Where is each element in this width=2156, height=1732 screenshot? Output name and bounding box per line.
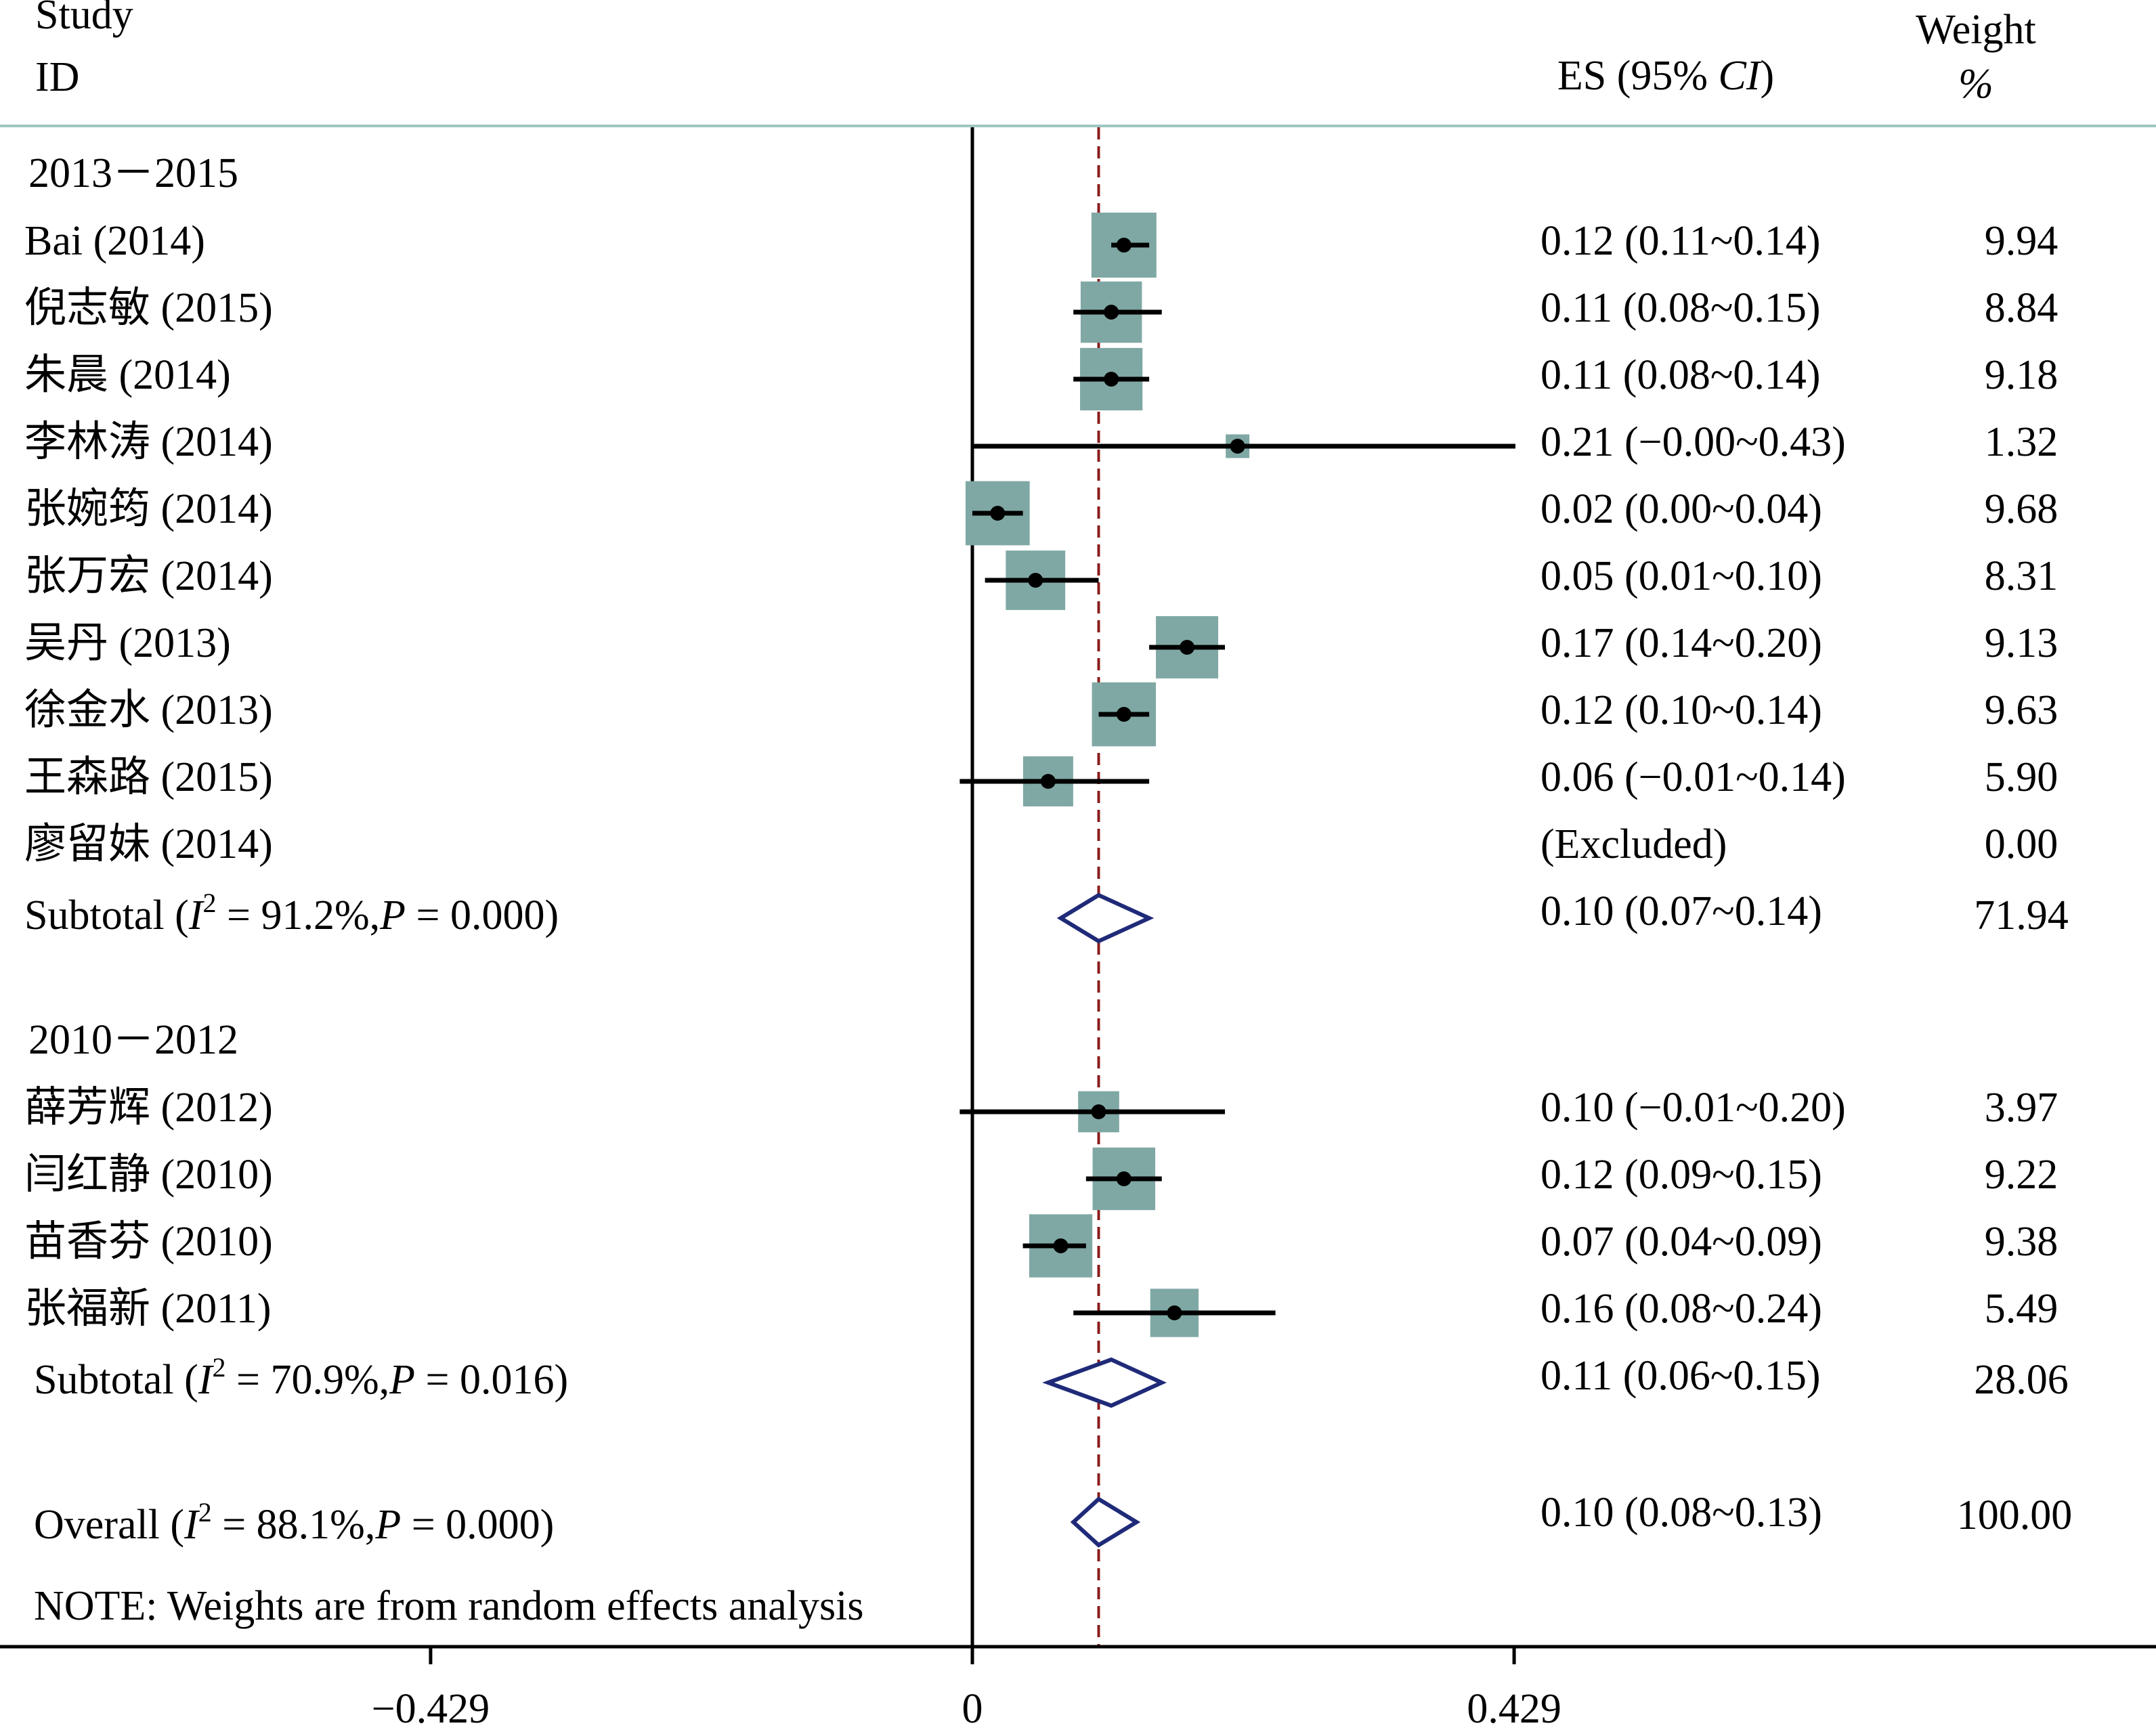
study-weight: 0.00 [1985,821,2058,867]
study-es-text: 0.07 (0.04~0.09) [1540,1219,1822,1265]
study-point [1230,439,1245,454]
study-point [1091,1104,1106,1119]
study-weight: 9.68 [1985,486,2058,532]
footnote: NOTE: Weights are from random effects an… [34,1583,863,1629]
subtotal-es-text: 0.11 (0.06~0.15) [1540,1353,1821,1399]
study-label: 廖留妹 (2014) [24,821,273,867]
study-es-text: 0.12 (0.11~0.14) [1540,218,1821,264]
study-weight: 9.18 [1985,352,2058,398]
study-point [1028,573,1043,588]
study-point [1116,238,1131,253]
study-label: 张万宏 (2014) [24,553,273,599]
study-label: 李林涛 (2014) [24,419,273,465]
study-es-text: 0.05 (0.01~0.10) [1540,553,1822,599]
study-point [1104,372,1119,387]
subtotal-diamond [1042,1357,1167,1408]
study-weight: 9.13 [1985,620,2058,666]
study-point [990,506,1006,521]
study-label: 闫红静 (2010) [24,1152,273,1198]
subtotal-label: Subtotal (I2 = 91.2%,P = 0.000) [24,888,559,938]
study-es-text: 0.17 (0.14~0.20) [1540,620,1822,666]
study-label: 苗香芬 (2010) [24,1219,273,1265]
study-point [1116,707,1131,722]
study-es-text: 0.06 (−0.01~0.14) [1540,754,1846,800]
study-label: 张福新 (2011) [24,1286,272,1332]
subtotal-weight: 71.94 [1974,892,2069,938]
header-es-label: ES (95% CI) [1557,53,1774,99]
subtotal-es-text: 0.10 (0.07~0.14) [1540,888,1822,934]
overall-diamond [1070,1496,1141,1548]
study-weight: 9.38 [1985,1219,2058,1265]
study-point [1040,774,1056,789]
study-label: 张婉筠 (2014) [24,486,273,532]
study-weight: 5.49 [1985,1286,2058,1332]
study-es-text: 0.11 (0.08~0.14) [1540,352,1821,398]
header-study-label: Study [35,0,133,38]
study-es-text: 0.10 (−0.01~0.20) [1540,1085,1846,1131]
study-point [1180,640,1195,655]
study-label: 吴丹 (2013) [24,620,231,666]
study-weight: 8.84 [1985,285,2058,331]
study-weight: 1.32 [1985,419,2058,465]
text-labels: Study ID ES (95% CI) Weight% −0.429 0 0.429 201… [24,0,2072,1732]
subtotal-label: Subtotal (I2 = 70.9%,P = 0.016) [34,1352,568,1403]
study-es-text: 0.02 (0.00~0.04) [1540,486,1822,532]
header-weight-percent: % [1958,61,1993,107]
study-label: 倪志敏 (2015) [24,285,273,331]
study-es-text: 0.21 (−0.00~0.43) [1540,419,1846,465]
study-es-text: 0.12 (0.09~0.15) [1540,1152,1822,1198]
study-weight: 9.22 [1985,1152,2058,1198]
study-weight: 9.63 [1985,687,2058,733]
overall-weight: 100.00 [1957,1492,2073,1538]
study-point [1116,1171,1131,1186]
study-point [1167,1305,1182,1320]
study-label: Bai (2014) [24,218,205,264]
subtotal-weight: 28.06 [1974,1357,2069,1403]
study-point [1104,305,1119,320]
study-label: 王森路 (2015) [24,754,273,800]
group-heading: 2013－2015 [28,150,238,196]
study-es-text: 0.12 (0.10~0.14) [1540,687,1822,733]
x-axis-tick-label: −0.429 [372,1686,490,1732]
data-marks [960,213,1515,1548]
study-weight: 8.31 [1985,553,2058,599]
study-point [1053,1238,1069,1253]
study-es-text: 0.11 (0.08~0.15) [1540,285,1821,331]
header-weight-label: Weight [1916,7,2036,53]
header-id-label: ID [35,54,79,100]
study-es-text: 0.16 (0.08~0.24) [1540,1286,1822,1332]
study-weight: 5.90 [1985,754,2058,800]
study-label: 徐金水 (2013) [24,687,273,733]
study-es-text: (Excluded) [1540,821,1727,867]
overall-label: Overall (I2 = 88.1%,P = 0.000) [34,1497,554,1548]
overall-es-text: 0.10 (0.08~0.13) [1540,1490,1822,1536]
study-label: 薛芳辉 (2012) [24,1085,273,1131]
study-weight: 9.94 [1985,218,2058,264]
study-weight: 3.97 [1985,1085,2058,1131]
x-axis-tick-label: 0 [962,1686,983,1732]
study-label: 朱晨 (2014) [24,352,231,398]
x-axis-tick-label: 0.429 [1467,1686,1561,1732]
group-heading: 2010－2012 [28,1017,238,1063]
subtotal-diamond [1056,892,1155,944]
